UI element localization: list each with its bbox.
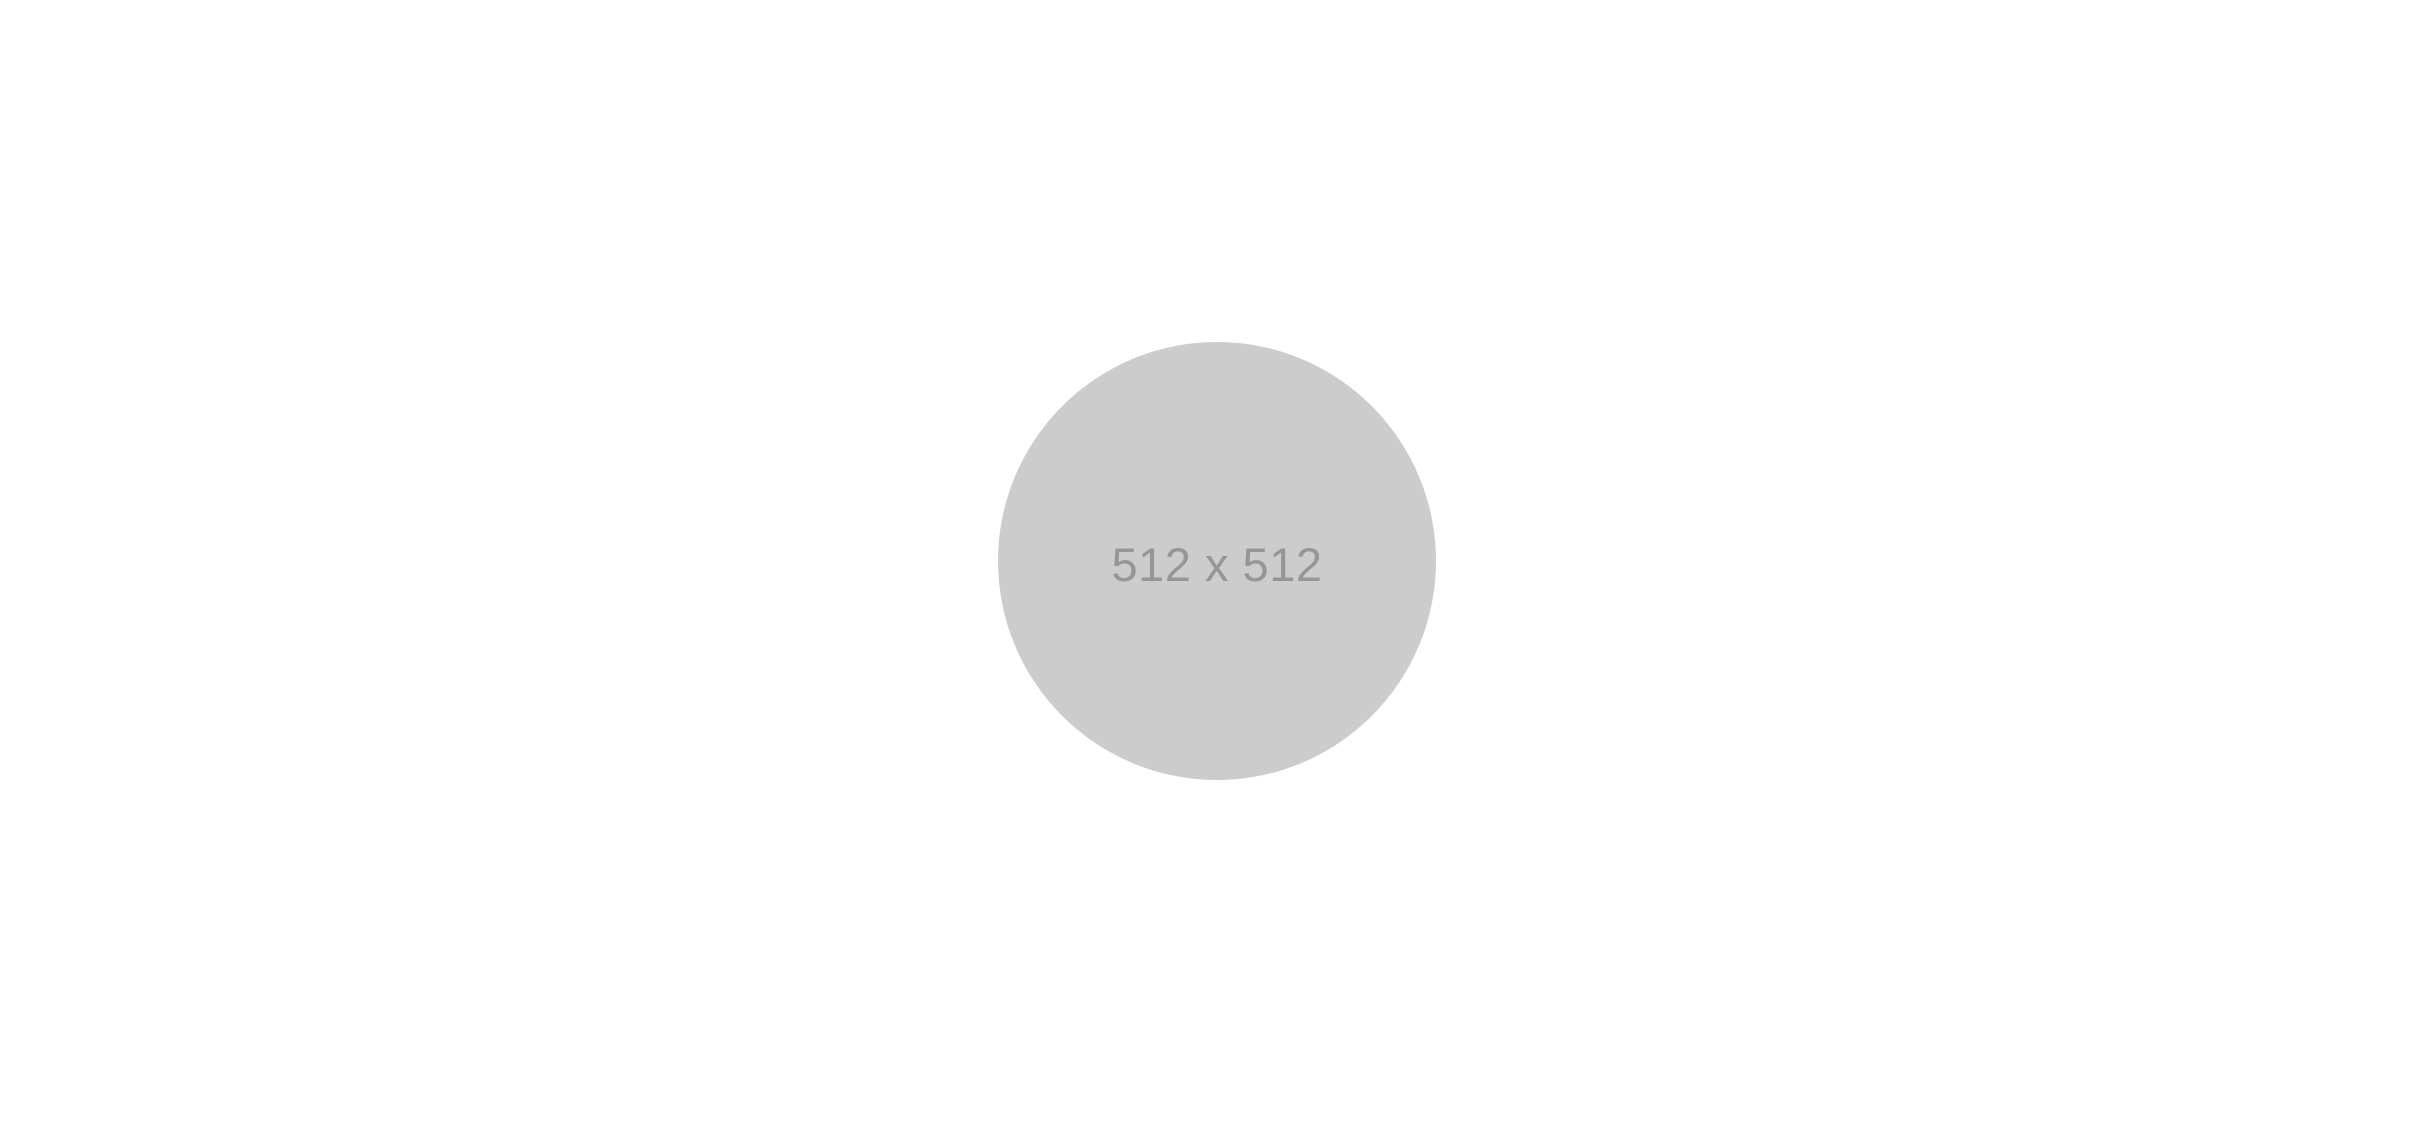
placeholder-image: 512 x 512 — [998, 342, 1436, 780]
placeholder-dimensions-label: 512 x 512 — [1111, 537, 1323, 591]
